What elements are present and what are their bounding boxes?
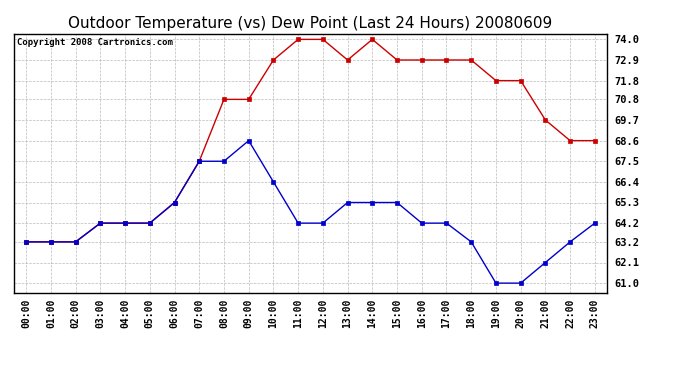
Title: Outdoor Temperature (vs) Dew Point (Last 24 Hours) 20080609: Outdoor Temperature (vs) Dew Point (Last… (68, 16, 553, 31)
Text: Copyright 2008 Cartronics.com: Copyright 2008 Cartronics.com (17, 38, 172, 46)
